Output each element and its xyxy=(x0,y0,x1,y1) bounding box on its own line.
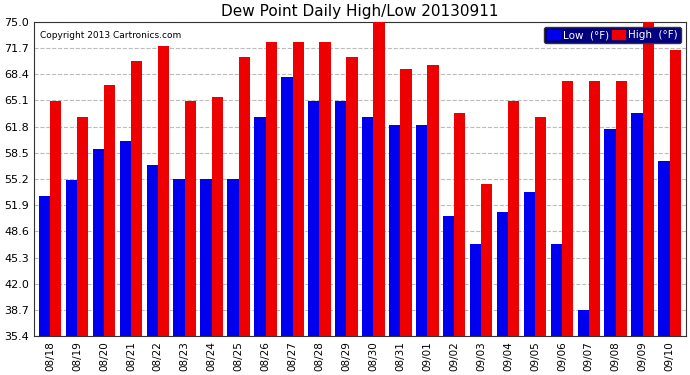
Bar xyxy=(200,179,212,375)
Bar xyxy=(239,57,250,375)
Bar xyxy=(615,81,627,375)
Bar xyxy=(77,117,88,375)
Bar xyxy=(631,113,642,375)
Bar xyxy=(416,125,427,375)
Bar xyxy=(604,129,615,375)
Bar xyxy=(282,77,293,375)
Bar xyxy=(266,42,277,375)
Bar xyxy=(185,101,196,375)
Bar xyxy=(562,81,573,375)
Bar xyxy=(66,180,77,375)
Legend: Low  (°F), High  (°F): Low (°F), High (°F) xyxy=(544,27,680,44)
Bar xyxy=(131,62,142,375)
Bar xyxy=(119,141,131,375)
Bar xyxy=(578,310,589,375)
Bar xyxy=(146,165,158,375)
Bar xyxy=(39,196,50,375)
Bar xyxy=(642,14,654,375)
Bar xyxy=(551,244,562,375)
Bar xyxy=(373,14,384,375)
Bar xyxy=(255,117,266,375)
Bar xyxy=(427,65,439,375)
Bar xyxy=(454,113,466,375)
Bar xyxy=(92,149,104,375)
Bar xyxy=(158,45,169,375)
Bar xyxy=(293,42,304,375)
Bar xyxy=(227,179,239,375)
Bar xyxy=(400,69,412,375)
Bar xyxy=(508,101,520,375)
Bar xyxy=(335,101,346,375)
Bar xyxy=(443,216,454,375)
Bar xyxy=(104,85,115,375)
Bar xyxy=(173,179,185,375)
Bar xyxy=(497,212,508,375)
Bar xyxy=(346,57,357,375)
Bar xyxy=(535,117,546,375)
Bar xyxy=(319,42,331,375)
Bar xyxy=(524,192,535,375)
Bar xyxy=(50,101,61,375)
Bar xyxy=(589,81,600,375)
Bar xyxy=(389,125,400,375)
Bar xyxy=(362,117,373,375)
Title: Dew Point Daily High/Low 20130911: Dew Point Daily High/Low 20130911 xyxy=(221,4,499,19)
Bar xyxy=(481,184,493,375)
Bar xyxy=(212,97,223,375)
Bar xyxy=(470,244,481,375)
Bar xyxy=(670,50,681,375)
Bar xyxy=(308,101,319,375)
Text: Copyright 2013 Cartronics.com: Copyright 2013 Cartronics.com xyxy=(41,31,181,40)
Bar xyxy=(658,160,670,375)
